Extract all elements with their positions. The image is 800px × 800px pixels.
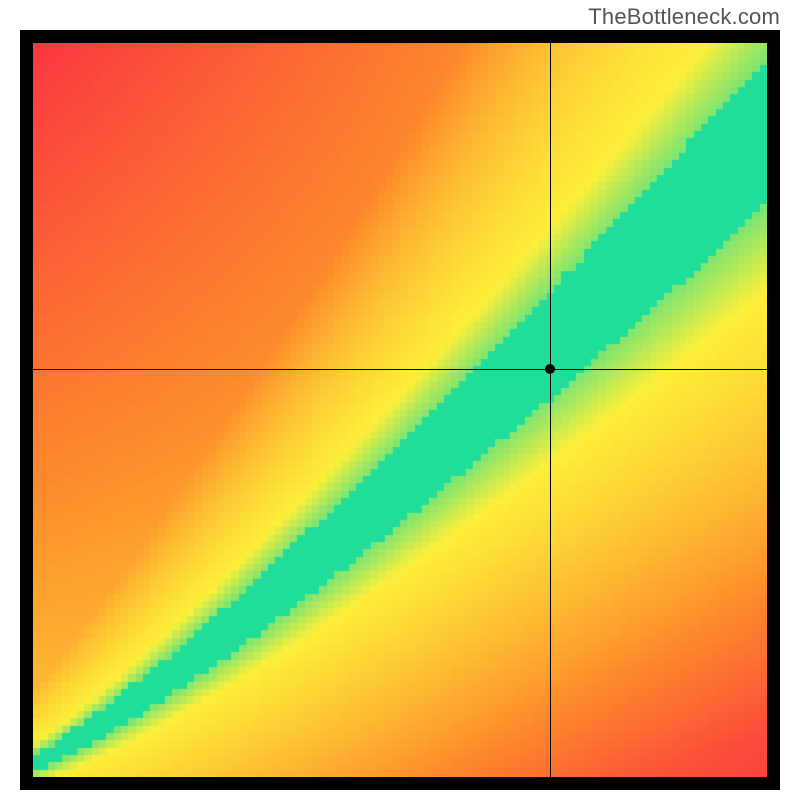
heatmap-canvas (33, 43, 767, 777)
crosshair-horizontal (33, 369, 767, 370)
crosshair-dot (545, 364, 555, 374)
watermark-text: TheBottleneck.com (588, 4, 780, 30)
plot-frame (20, 30, 780, 790)
crosshair-vertical (550, 43, 551, 777)
chart-container: TheBottleneck.com (0, 0, 800, 800)
